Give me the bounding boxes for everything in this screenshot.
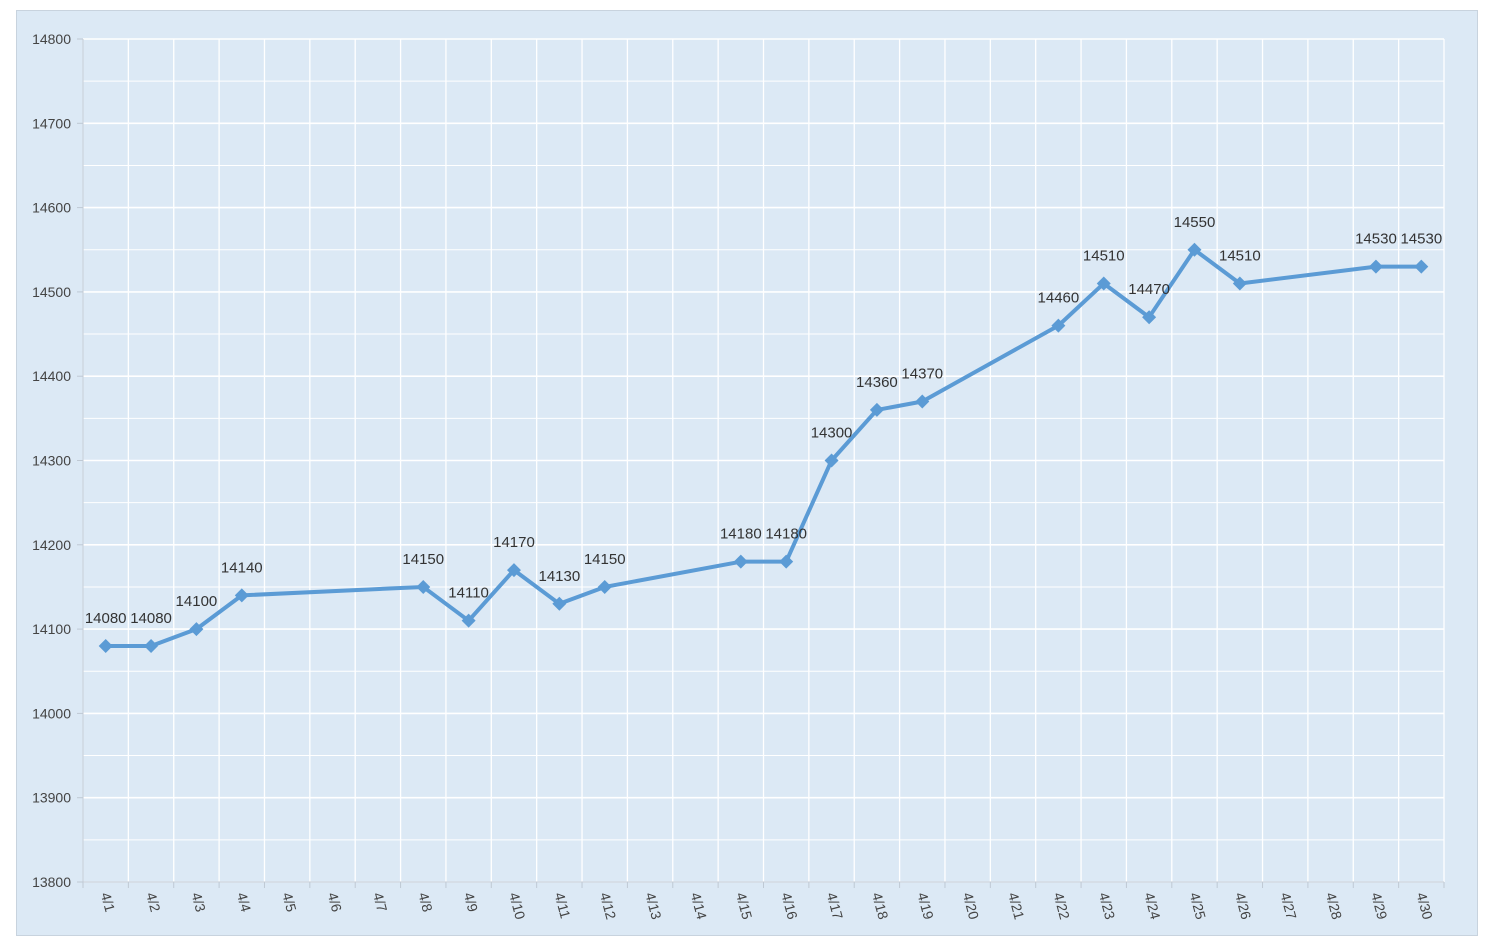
y-tick-label: 14500 — [32, 284, 71, 300]
x-tick-label: 4/9 — [461, 891, 482, 914]
data-point — [144, 638, 159, 653]
gridlines — [82, 38, 1445, 883]
y-axis-ticks: 13800 13900 14000 14100 14200 14300 14400 14500… — [32, 31, 83, 890]
x-tick-label: 4/10 — [506, 891, 529, 922]
x-tick-label: 4/27 — [1277, 891, 1300, 922]
data-point — [1187, 242, 1202, 257]
data-label: 14080 — [130, 610, 172, 627]
x-tick-label: 4/6 — [325, 891, 346, 914]
data-label: 14140 — [221, 559, 263, 576]
x-tick-label: 4/22 — [1050, 891, 1073, 922]
x-tick-label: 4/11 — [551, 891, 573, 921]
data-label: 14170 — [493, 534, 535, 551]
data-label: 14510 — [1083, 247, 1125, 264]
y-tick-label: 14800 — [32, 31, 71, 47]
data-label: 14370 — [901, 365, 943, 382]
x-tick-label: 4/7 — [370, 891, 391, 914]
data-label: 14130 — [538, 568, 580, 585]
data-point — [1232, 276, 1247, 291]
x-tick-label: 4/28 — [1323, 891, 1346, 922]
x-tick-label: 4/25 — [1187, 891, 1210, 922]
x-tick-label: 4/18 — [869, 891, 892, 922]
data-label: 14530 — [1355, 231, 1397, 248]
data-label: 14530 — [1400, 231, 1442, 248]
x-tick-label: 4/15 — [733, 891, 756, 922]
x-tick-label: 4/16 — [778, 891, 801, 922]
data-label: 14300 — [811, 425, 853, 442]
data-point — [597, 579, 612, 594]
x-tick-label: 4/12 — [597, 891, 620, 922]
y-tick-label: 14300 — [32, 453, 71, 469]
data-point — [1096, 276, 1111, 291]
data-point — [869, 402, 884, 417]
data-label: 14080 — [85, 610, 127, 627]
data-point — [733, 554, 748, 569]
data-point — [915, 394, 930, 409]
data-point — [189, 622, 204, 637]
x-tick-label: 4/3 — [189, 891, 210, 914]
data-label: 14460 — [1038, 290, 1080, 307]
data-label: 14180 — [720, 526, 762, 543]
data-point — [416, 579, 431, 594]
y-tick-label: 14200 — [32, 537, 71, 553]
x-tick-label: 4/2 — [143, 891, 164, 914]
data-point — [1414, 259, 1429, 274]
x-tick-label: 4/17 — [824, 891, 847, 922]
data-label: 14510 — [1219, 247, 1261, 264]
x-tick-label: 4/20 — [960, 891, 983, 922]
x-tick-label: 4/13 — [642, 891, 665, 922]
y-tick-label: 13900 — [32, 790, 71, 806]
x-tick-label: 4/30 — [1413, 891, 1436, 922]
y-tick-label: 14100 — [32, 621, 71, 637]
chart-area — [16, 10, 1478, 936]
data-point — [234, 588, 249, 603]
series-layer — [98, 242, 1429, 653]
data-label: 14550 — [1174, 214, 1216, 231]
x-tick-label: 4/5 — [279, 891, 300, 914]
x-axis-ticks: 4/1 4/2 4/3 4/4 4/5 4/6 4/7 4/8 4/9 4/10 4/11 4/12 4… — [82, 882, 1445, 922]
data-point — [1142, 310, 1157, 325]
data-point — [1051, 318, 1066, 333]
data-point — [824, 453, 839, 468]
x-tick-label: 4/26 — [1232, 891, 1255, 922]
x-tick-label: 4/21 — [1005, 891, 1028, 922]
y-tick-label: 14600 — [32, 200, 71, 216]
data-point — [461, 613, 476, 628]
data-point — [98, 638, 113, 653]
x-tick-label: 4/19 — [914, 891, 937, 922]
x-tick-label: 4/29 — [1368, 891, 1391, 922]
y-tick-label: 14400 — [32, 368, 71, 384]
x-tick-label: 4/14 — [688, 891, 711, 922]
data-label: 14150 — [584, 551, 626, 568]
x-tick-label: 4/8 — [415, 891, 436, 914]
data-point — [1368, 259, 1383, 274]
x-tick-label: 4/4 — [234, 891, 255, 914]
data-point — [779, 554, 794, 569]
x-tick-label: 4/24 — [1141, 891, 1164, 922]
y-tick-label: 14700 — [32, 115, 71, 131]
data-label: 14360 — [856, 374, 898, 391]
x-tick-label: 4/1 — [98, 891, 119, 914]
data-label: 14150 — [402, 551, 444, 568]
data-label: 14100 — [176, 593, 218, 610]
y-tick-label: 13800 — [32, 874, 71, 890]
y-tick-label: 14000 — [32, 705, 71, 721]
data-point — [552, 596, 567, 611]
data-label: 14110 — [448, 585, 489, 602]
data-point — [506, 563, 521, 578]
data-label: 14470 — [1128, 281, 1170, 298]
x-tick-label: 4/23 — [1096, 891, 1119, 922]
data-label: 14180 — [765, 526, 807, 543]
